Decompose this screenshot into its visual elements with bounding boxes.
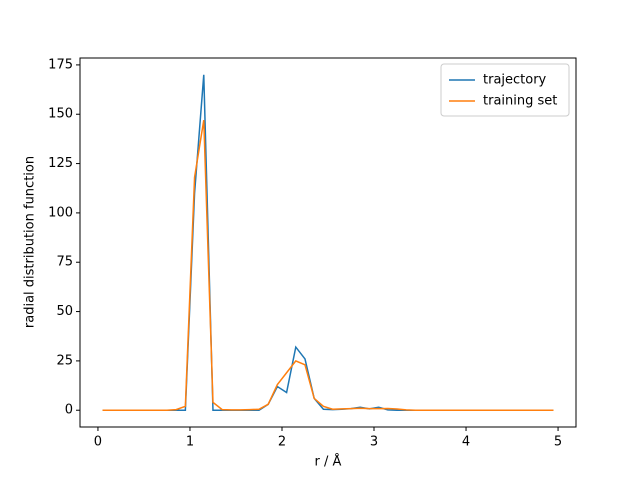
x-tick-label: 4 bbox=[462, 435, 470, 450]
legend-label: trajectory bbox=[483, 73, 547, 88]
y-axis-label: radial distribution function bbox=[23, 156, 38, 328]
y-tick-label: 150 bbox=[48, 107, 73, 122]
x-tick-label: 5 bbox=[554, 435, 562, 450]
x-tick-label: 0 bbox=[94, 435, 102, 450]
x-axis-label: r / Å bbox=[315, 454, 342, 470]
data-line bbox=[102, 120, 554, 411]
y-tick-label: 100 bbox=[48, 205, 73, 220]
x-tick-label: 2 bbox=[278, 435, 286, 450]
y-tick-label: 175 bbox=[48, 57, 73, 72]
legend-box bbox=[440, 63, 570, 117]
x-tick-label: 1 bbox=[186, 435, 194, 450]
y-tick-label: 25 bbox=[56, 353, 73, 368]
y-tick-label: 0 bbox=[65, 403, 73, 418]
x-tick-label: 3 bbox=[370, 435, 378, 450]
legend-label: training set bbox=[483, 94, 557, 109]
y-tick-label: 75 bbox=[56, 255, 73, 270]
data-line bbox=[102, 74, 554, 411]
plot-frame bbox=[79, 57, 577, 428]
y-tick-label: 125 bbox=[48, 156, 73, 171]
y-tick-label: 50 bbox=[56, 304, 73, 319]
